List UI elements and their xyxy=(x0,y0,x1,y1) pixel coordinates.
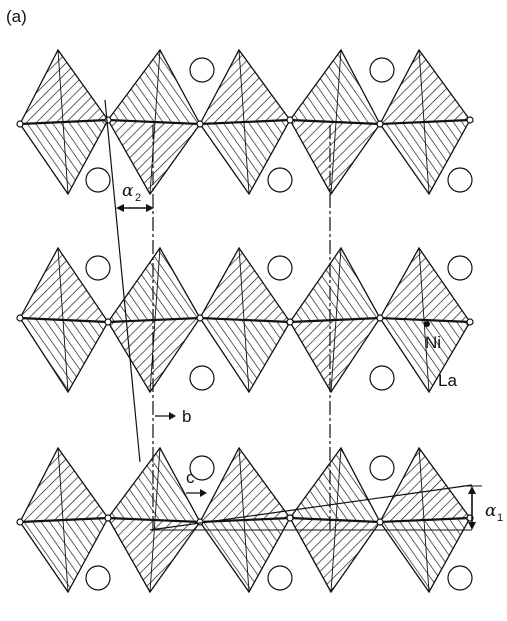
la-atom xyxy=(369,365,395,391)
ni-atom xyxy=(16,120,24,128)
octahedron-upper xyxy=(18,446,110,523)
ni-atom xyxy=(16,314,24,322)
alpha2-label: α xyxy=(122,181,134,201)
cell-line-left xyxy=(104,99,141,463)
b-axis-label: b xyxy=(182,407,191,426)
c-axis-label: c xyxy=(186,468,195,487)
c-axis-marker: c xyxy=(186,468,207,497)
ni-atom xyxy=(286,514,294,522)
octahedra-layer-middle xyxy=(16,246,474,394)
la-atom xyxy=(189,365,215,391)
la-atom xyxy=(267,565,293,591)
octahedron-upper xyxy=(378,446,472,523)
ni-atom xyxy=(376,120,384,128)
ni-atom xyxy=(196,120,204,128)
alpha2-subscript: 2 xyxy=(135,192,141,204)
ni-atom xyxy=(104,116,112,124)
ni-atom xyxy=(466,116,474,124)
ni-atom xyxy=(466,318,474,326)
octahedra-layer-bottom xyxy=(16,446,474,594)
ni-o-chain xyxy=(19,316,471,324)
ni-atom xyxy=(376,314,384,322)
la-atom xyxy=(369,455,395,481)
ni-o-chain xyxy=(19,516,471,524)
la-atom xyxy=(447,565,473,591)
ni-atom xyxy=(104,514,112,522)
ni-atom xyxy=(286,318,294,326)
ni-atom xyxy=(196,518,204,526)
la-atom xyxy=(85,167,111,193)
la-atom xyxy=(267,167,293,193)
ni-atom xyxy=(376,518,384,526)
ni-label: Ni xyxy=(425,333,441,352)
octahedron-upper xyxy=(288,446,382,523)
octahedron-upper xyxy=(288,48,382,125)
ni-atom xyxy=(16,518,24,526)
ni-marker: Ni xyxy=(424,321,441,352)
ni-atom xyxy=(104,318,112,326)
alpha1-subscript: 1 xyxy=(497,512,503,524)
tilt-line-bottom xyxy=(149,484,473,531)
la-label: La xyxy=(438,371,457,390)
ni-atom xyxy=(196,314,204,322)
panel-label: (a) xyxy=(6,7,27,26)
octahedra-layer-top xyxy=(16,48,474,196)
la-atom xyxy=(447,167,473,193)
la-atom xyxy=(189,455,215,481)
alpha2-marker: α 2 xyxy=(116,181,154,212)
octahedron-upper xyxy=(288,246,382,323)
ni-o-chain xyxy=(19,118,471,126)
la-atom xyxy=(85,565,111,591)
octahedron-upper xyxy=(18,48,110,125)
ni-atom xyxy=(286,116,294,124)
octahedron-upper xyxy=(106,48,202,125)
octahedron-upper xyxy=(198,446,292,523)
b-axis-marker: b xyxy=(155,407,191,426)
octahedron-upper xyxy=(106,246,202,323)
la-atom xyxy=(189,57,215,83)
la-atom xyxy=(267,255,293,281)
alpha1-label: α xyxy=(485,501,497,521)
octahedron-upper xyxy=(378,48,472,125)
la-atom xyxy=(85,255,111,281)
octahedron-upper xyxy=(198,48,292,125)
alpha1-marker: α 1 xyxy=(462,485,503,530)
la-atom xyxy=(447,255,473,281)
la-atom xyxy=(369,57,395,83)
